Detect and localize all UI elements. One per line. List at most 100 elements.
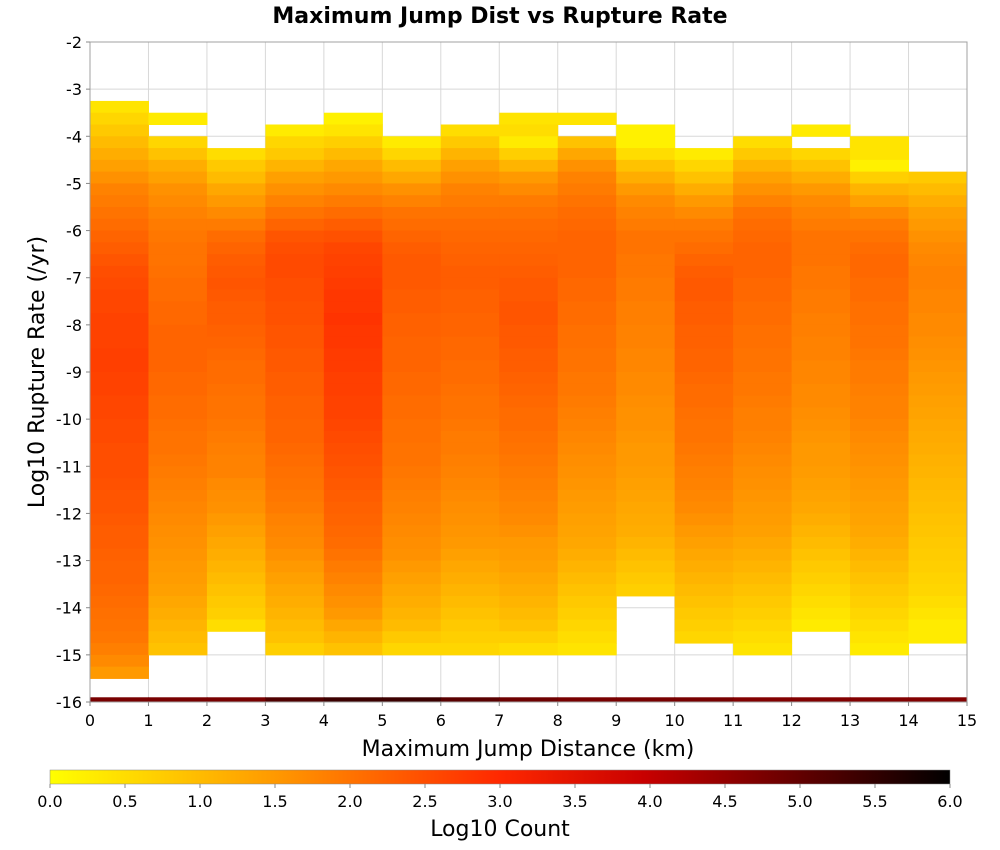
- heatmap-cell: [148, 572, 208, 585]
- heatmap-cell: [674, 171, 734, 184]
- heatmap-cell: [265, 419, 325, 432]
- heatmap-cell: [206, 148, 266, 161]
- heatmap-cell: [499, 537, 559, 550]
- heatmap-cell: [206, 301, 266, 314]
- heatmap-cell: [148, 230, 208, 243]
- heatmap-cell: [499, 560, 559, 573]
- heatmap-cell: [90, 348, 149, 361]
- heatmap-cell: [382, 301, 442, 314]
- heatmap-cell: [674, 383, 734, 397]
- heatmap-cell: [616, 313, 676, 326]
- heatmap-cell: [90, 207, 149, 220]
- heatmap-cell: [440, 289, 500, 302]
- heatmap-cell: [557, 572, 617, 585]
- heatmap-cell: [148, 619, 208, 632]
- heatmap-cell: [382, 513, 442, 526]
- heatmap-cell: [674, 159, 734, 173]
- heatmap-cell: [616, 537, 676, 550]
- heatmap-cell: [440, 265, 500, 279]
- heatmap-cell: [674, 560, 734, 573]
- heatmap-cell: [733, 619, 793, 632]
- colorbar-label: Log10 Count: [430, 817, 570, 842]
- heatmap-cell: [616, 348, 676, 361]
- heatmap-cell: [265, 265, 325, 279]
- heatmap-cell: [674, 548, 734, 562]
- heatmap-cell: [323, 395, 383, 408]
- heatmap-cell: [499, 595, 559, 609]
- x-axis-label: Maximum Jump Distance (km): [362, 737, 695, 762]
- heatmap-cell: [733, 324, 793, 338]
- heatmap-cell: [850, 584, 910, 597]
- heatmap-cell: [499, 489, 559, 503]
- heatmap-cell: [382, 697, 442, 702]
- heatmap-cell: [206, 560, 266, 573]
- heatmap-cell: [206, 336, 266, 349]
- heatmap-cell: [499, 584, 559, 597]
- heatmap-cell: [206, 584, 266, 597]
- heatmap-cell: [265, 148, 325, 161]
- heatmap-cell: [499, 195, 559, 208]
- heatmap-cell: [557, 643, 617, 656]
- heatmap-cell: [265, 159, 325, 173]
- heatmap-cell: [791, 607, 851, 620]
- colorbar-gradient: [49, 769, 951, 785]
- heatmap-cell: [616, 324, 676, 338]
- heatmap-cell: [206, 419, 266, 432]
- heatmap-cell: [616, 148, 676, 161]
- heatmap-cell: [382, 619, 442, 632]
- heatmap-cell: [791, 195, 851, 208]
- heatmap-cell: [265, 537, 325, 550]
- heatmap-cell: [323, 360, 383, 373]
- heatmap-cell: [148, 430, 208, 444]
- heatmap-cell: [791, 183, 851, 196]
- heatmap-cell: [499, 124, 559, 137]
- heatmap-cell: [440, 171, 500, 184]
- heatmap-cell: [440, 537, 500, 550]
- heatmap-cell: [733, 548, 793, 562]
- heatmap-cell: [206, 230, 266, 243]
- heatmap-cell: [499, 501, 559, 514]
- heatmap-cell: [499, 254, 559, 267]
- heatmap-cell: [265, 324, 325, 338]
- heatmap-cell: [791, 466, 851, 479]
- heatmap-cell: [90, 301, 149, 314]
- heatmap-cell: [557, 159, 617, 173]
- heatmap-cell: [850, 560, 910, 573]
- heatmap-cell: [616, 466, 676, 479]
- heatmap-cell: [791, 419, 851, 432]
- heatmap-cell: [850, 607, 910, 620]
- heatmap-cell: [148, 289, 208, 302]
- heatmap-cell: [382, 454, 442, 467]
- heatmap-cell: [499, 159, 559, 173]
- heatmap-cell: [616, 548, 676, 562]
- heatmap-cell: [850, 525, 910, 538]
- heatmap-cell: [499, 419, 559, 432]
- heatmap-cell: [265, 336, 325, 349]
- heatmap-cell: [733, 336, 793, 349]
- heatmap-cell: [499, 183, 559, 196]
- heatmap-cell: [499, 218, 559, 232]
- heatmap-cell: [148, 183, 208, 196]
- heatmap-cell: [850, 360, 910, 373]
- heatmap-cell: [791, 548, 851, 562]
- heatmap-cell: [616, 195, 676, 208]
- heatmap-cell: [382, 348, 442, 361]
- heatmap-cell: [323, 159, 383, 173]
- heatmap-cell: [499, 112, 559, 125]
- heatmap-cell: [323, 254, 383, 267]
- heatmap-cell: [557, 454, 617, 467]
- heatmap-cell: [733, 383, 793, 397]
- heatmap-cell: [382, 207, 442, 220]
- heatmap-cell: [440, 454, 500, 467]
- heatmap-cell: [148, 301, 208, 314]
- heatmap-cell: [791, 265, 851, 279]
- heatmap-cell: [733, 537, 793, 550]
- y-tick-label: -16: [56, 693, 82, 712]
- heatmap-cell: [674, 478, 734, 491]
- heatmap-cell: [499, 466, 559, 479]
- heatmap-cell: [265, 607, 325, 620]
- heatmap-cell: [557, 478, 617, 491]
- heatmap-cell: [265, 360, 325, 373]
- heatmap-cell: [850, 324, 910, 338]
- heatmap-cell: [557, 466, 617, 479]
